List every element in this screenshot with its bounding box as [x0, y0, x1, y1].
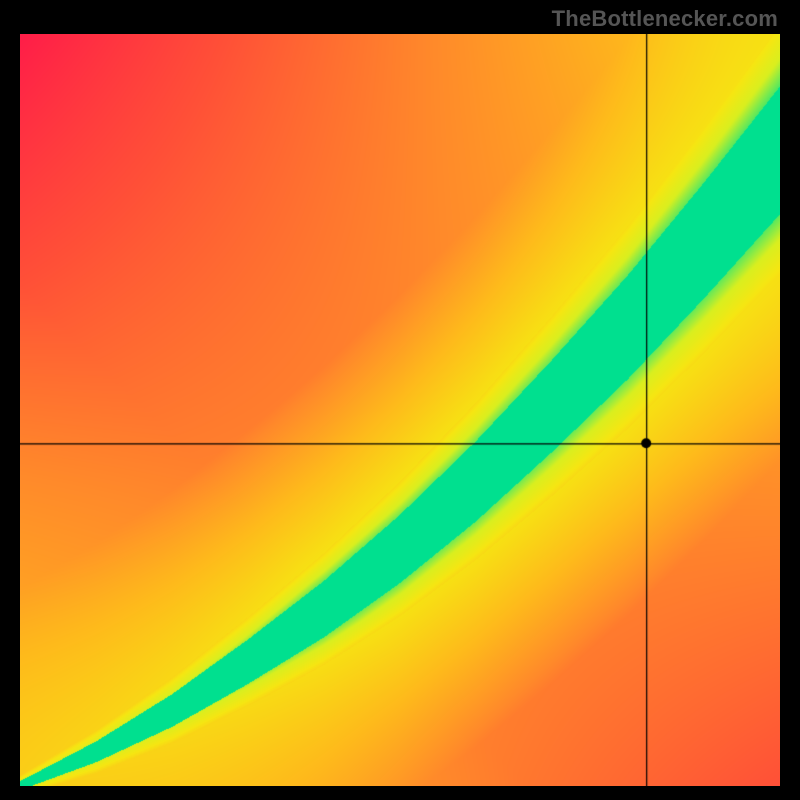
- watermark-text: TheBottlenecker.com: [552, 6, 778, 32]
- chart-container: TheBottlenecker.com: [0, 0, 800, 800]
- heatmap-canvas: [20, 34, 780, 786]
